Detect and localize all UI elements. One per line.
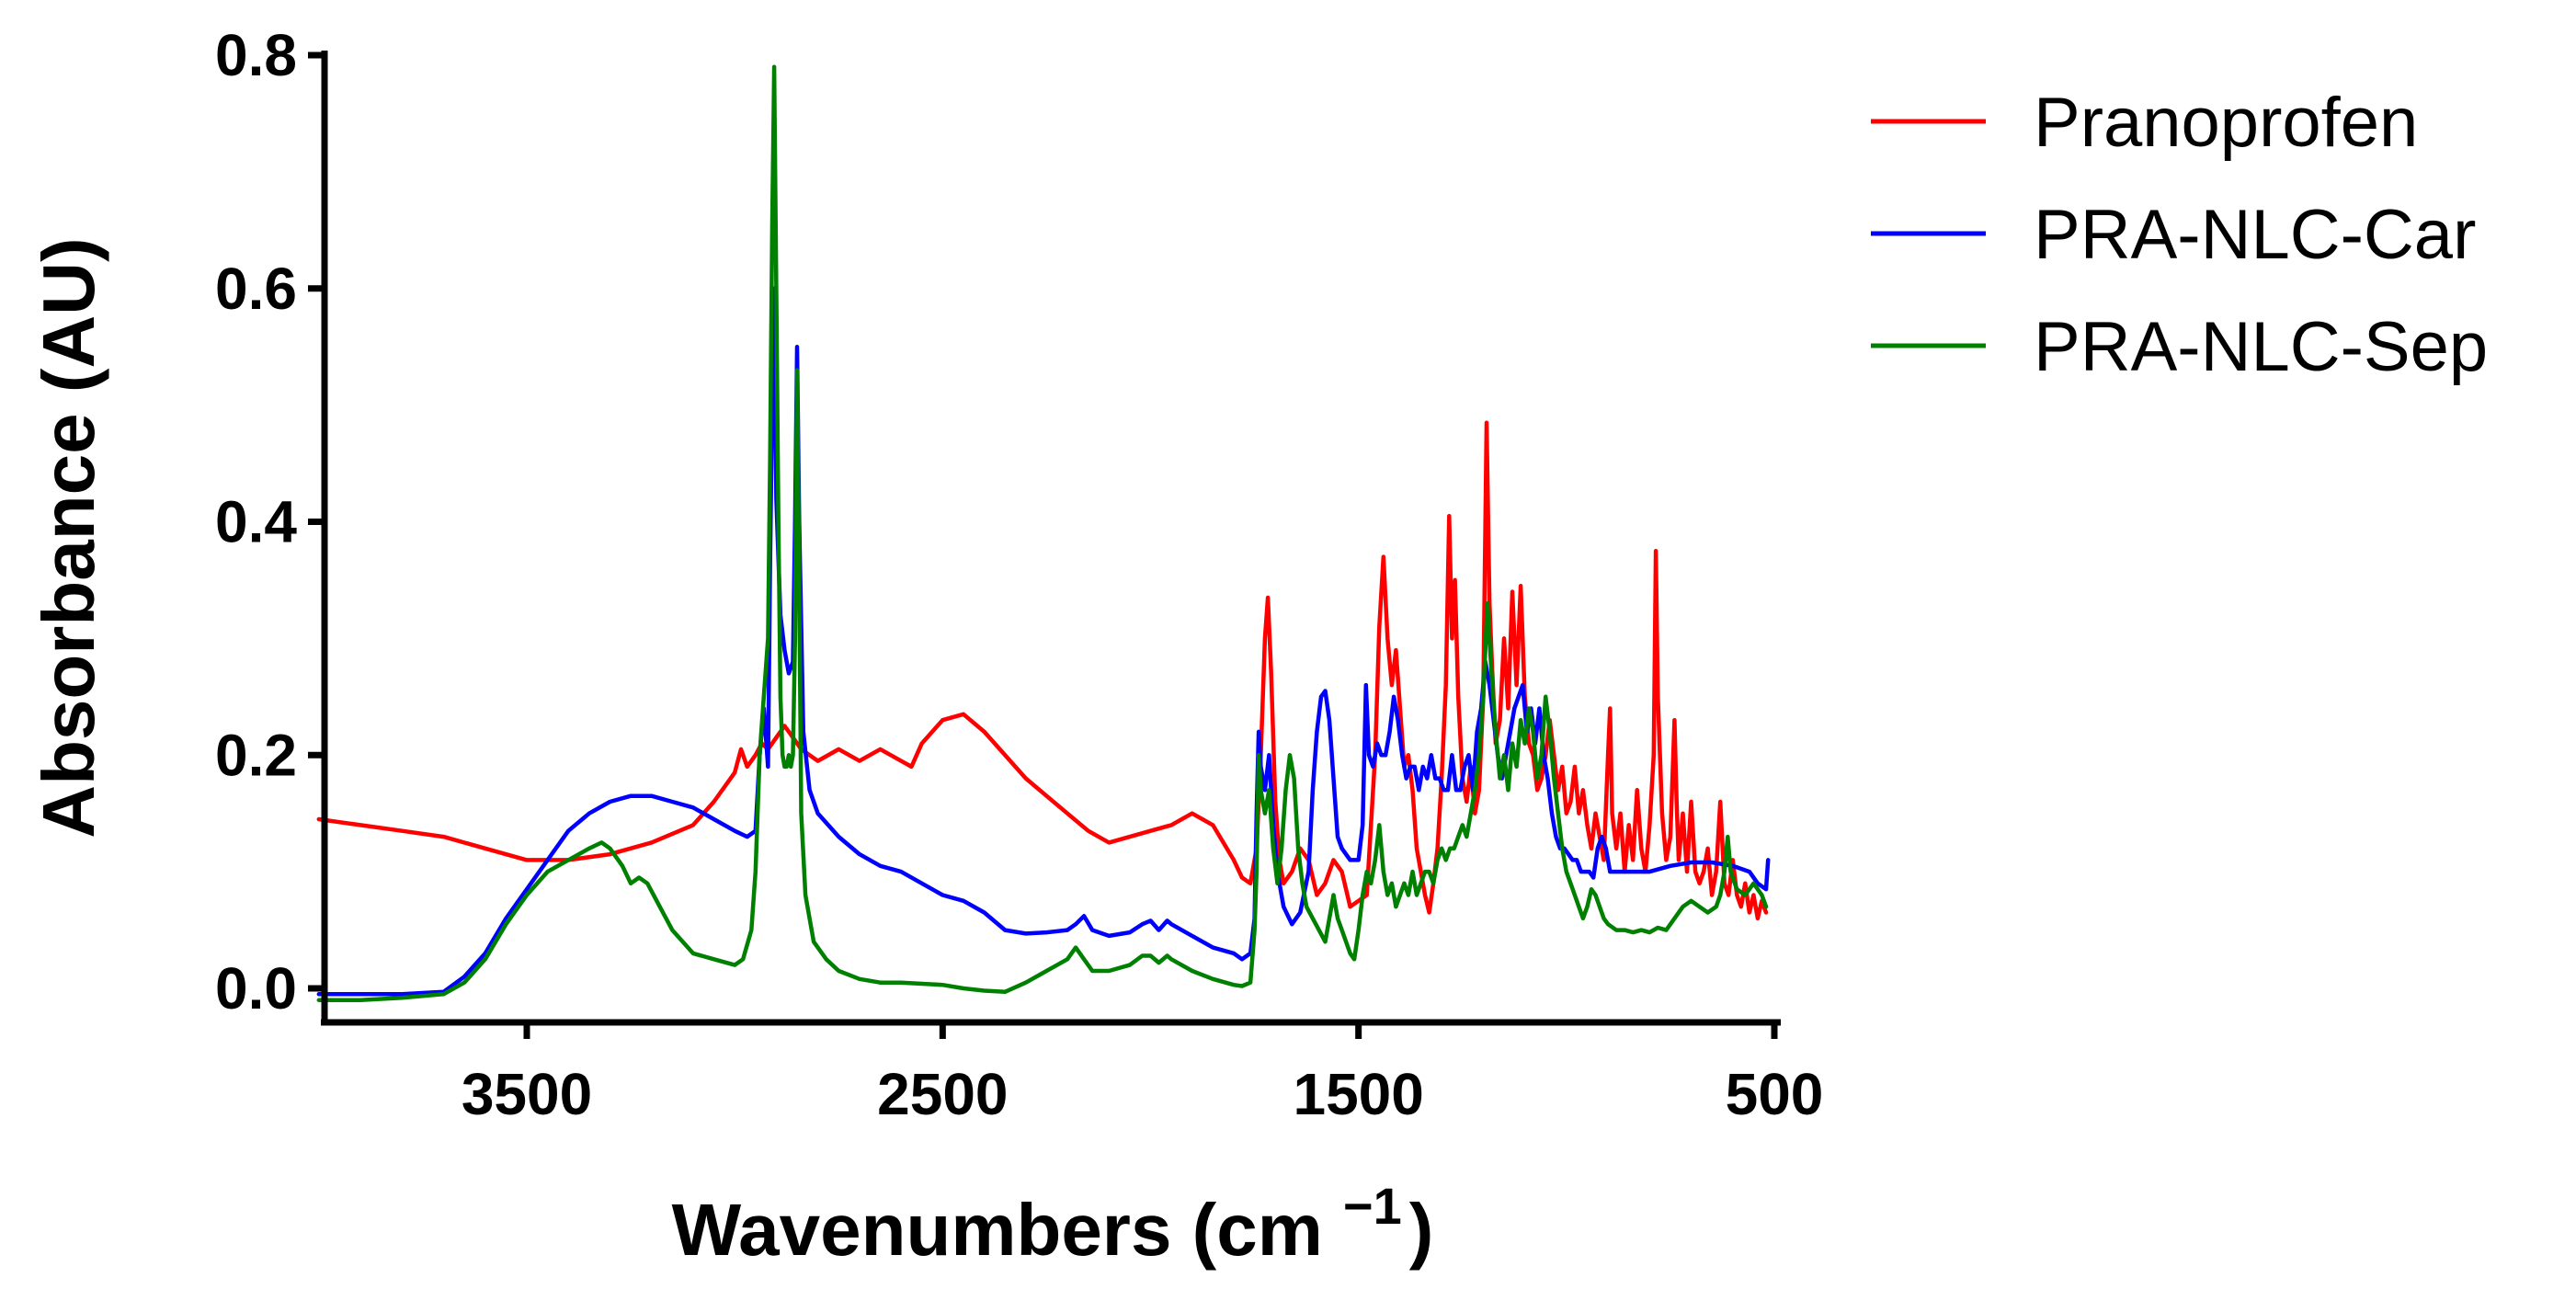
series-line-pranoprofen	[316, 420, 1769, 921]
y-axis-title: Absorbance (AU)	[28, 237, 109, 838]
x-axis-title-close: )	[1409, 1189, 1434, 1271]
series-line-pra-nlc-car	[316, 286, 1771, 997]
x-axis-title: Wavenumbers (cm −1)	[672, 1177, 1434, 1271]
y-tick-label: 0.8	[215, 22, 297, 88]
series-line-pra-nlc-sep	[316, 64, 1769, 1002]
axes	[321, 51, 1781, 1026]
x-axis-title-superscript: −1	[1343, 1177, 1402, 1235]
x-axis-title-main: Wavenumbers (cm	[672, 1189, 1323, 1271]
legend-label: PRA-NLC-Sep	[2034, 308, 2488, 386]
x-tick-label: 2500	[877, 1061, 1008, 1127]
y-tick-label: 0.0	[215, 955, 297, 1021]
legend: Pranoprofen PRA-NLC-Car PRA-NLC-Sep	[1871, 84, 2488, 386]
legend-label: Pranoprofen	[2034, 84, 2418, 162]
plot-area	[316, 64, 1771, 1002]
y-tick-label: 0.6	[215, 256, 297, 322]
y-tick-label: 0.4	[215, 489, 297, 555]
y-tick-label: 0.2	[215, 722, 297, 788]
x-tick-label: 3500	[462, 1061, 592, 1127]
x-ticks: 3500 2500 1500 500	[462, 1022, 1824, 1127]
x-tick-label: 1500	[1293, 1061, 1423, 1127]
y-ticks: 0.0 0.2 0.4 0.6 0.8	[215, 22, 325, 1021]
x-tick-label: 500	[1726, 1061, 1824, 1127]
legend-label: PRA-NLC-Car	[2034, 196, 2476, 274]
